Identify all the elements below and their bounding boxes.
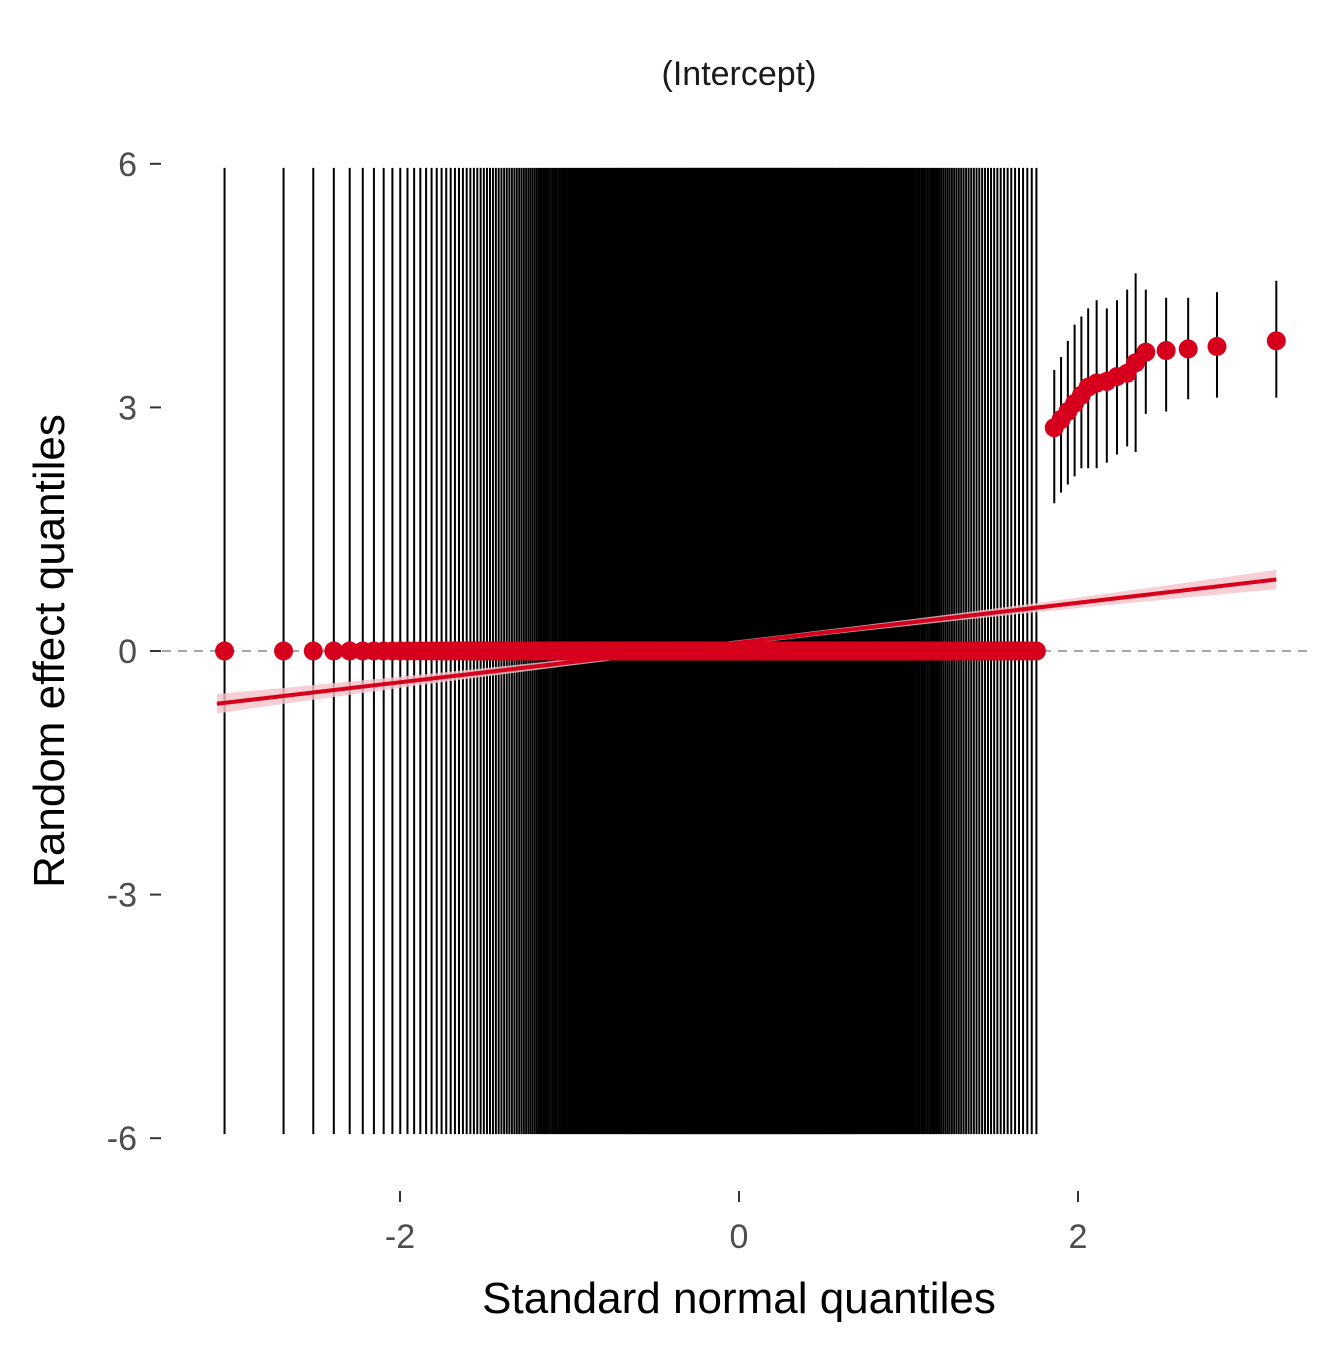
upper-point-14 xyxy=(1207,337,1227,356)
x-tick-label-0: -2 xyxy=(385,1218,415,1256)
point-2 xyxy=(303,641,323,661)
point-3 xyxy=(324,641,344,661)
upper-point-11 xyxy=(1136,342,1156,362)
y-tick-label-4: -6 xyxy=(107,1120,137,1158)
zero-group-points xyxy=(215,641,1046,661)
upper-point-12 xyxy=(1156,341,1176,361)
x-tick-label-2: 2 xyxy=(1069,1218,1088,1256)
upper-point-13 xyxy=(1178,339,1198,359)
point-0 xyxy=(215,641,235,661)
point-1 xyxy=(274,641,294,661)
y-tick-label-1: 3 xyxy=(118,389,137,427)
y-tick-label-3: -3 xyxy=(107,877,137,915)
y-tick-label-2: 0 xyxy=(118,633,137,671)
axes: 6 3 0 -3 -6 -2 0 2 xyxy=(107,146,1088,1256)
y-tick-label-0: 6 xyxy=(118,146,137,184)
plot-area xyxy=(162,167,1312,1135)
x-axis-title: Standard normal quantiles xyxy=(482,1274,996,1323)
point-4 xyxy=(340,641,360,661)
upper-point-15 xyxy=(1266,331,1286,351)
facet-title: (Intercept) xyxy=(662,55,817,93)
point-399 xyxy=(1026,641,1046,661)
x-tick-label-1: 0 xyxy=(730,1218,749,1256)
fit-line xyxy=(216,577,1277,706)
y-axis-title: Random effect quantiles xyxy=(25,414,74,888)
upper-points xyxy=(1044,331,1286,438)
